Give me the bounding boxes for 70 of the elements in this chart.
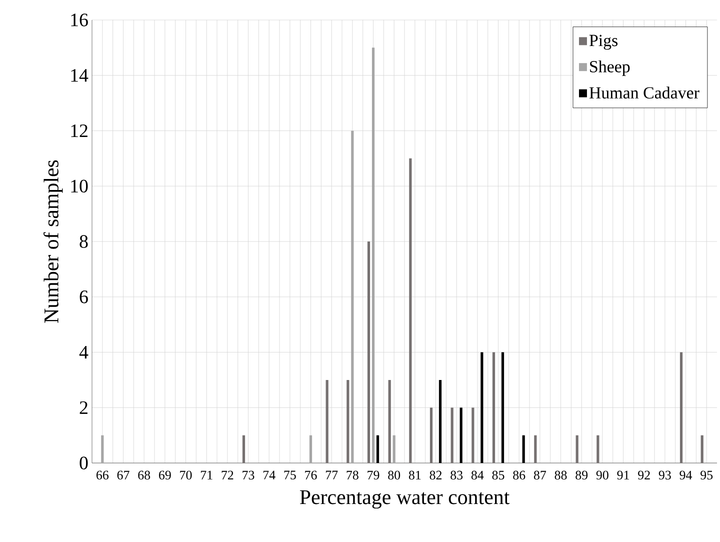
bar — [101, 435, 104, 463]
x-tick-label: 72 — [222, 470, 234, 480]
x-tick-label: 84 — [471, 470, 484, 480]
x-axis-title: Percentage water content — [300, 490, 510, 509]
x-tick-label: 71 — [200, 470, 212, 480]
y-tick-label: 10 — [71, 180, 88, 193]
bar — [309, 435, 312, 463]
y-tick-label: 12 — [71, 124, 88, 138]
bar — [430, 408, 433, 463]
x-tick-label: 70 — [180, 470, 192, 480]
bar — [460, 408, 462, 463]
x-tick-label: 78 — [346, 470, 358, 480]
x-tick-label: 82 — [430, 470, 442, 480]
bar — [438, 380, 442, 463]
y-tick-label: 16 — [71, 14, 88, 26]
bar — [367, 241, 370, 463]
bar — [376, 435, 380, 463]
bar — [450, 408, 454, 463]
bar — [388, 380, 391, 463]
x-tick-label: 75 — [284, 470, 296, 480]
bar — [576, 435, 578, 463]
x-tick-label: 89 — [576, 470, 588, 480]
x-tick-label: 73 — [242, 470, 254, 480]
bar — [522, 435, 525, 463]
bar — [326, 380, 328, 463]
bar — [392, 435, 396, 463]
bar — [534, 435, 537, 463]
x-tick-label: 77 — [326, 470, 338, 480]
legend-label: Human Cadaver — [589, 86, 700, 99]
x-tick-label: 88 — [554, 470, 567, 480]
y-tick-label: 6 — [80, 290, 88, 304]
bar — [351, 130, 354, 463]
x-tick-label: 91 — [617, 470, 629, 480]
bar — [480, 352, 484, 463]
x-tick-label: 76 — [305, 470, 317, 480]
x-tick-label: 86 — [513, 470, 526, 480]
y-tick-label: 8 — [80, 235, 88, 248]
y-tick-label: 4 — [79, 346, 88, 358]
x-tick-label: 87 — [534, 470, 546, 480]
bar — [492, 352, 496, 463]
x-tick-label: 92 — [638, 470, 650, 480]
bar — [409, 158, 412, 463]
legend-label: Pigs — [589, 34, 618, 50]
bar — [680, 352, 683, 463]
bar — [700, 435, 704, 463]
x-tick-label: 67 — [117, 470, 130, 480]
x-tick-label: 90 — [596, 470, 608, 480]
x-tick-label: 81 — [408, 470, 421, 480]
x-tick-label: 80 — [388, 470, 400, 480]
x-tick-label: 68 — [138, 470, 150, 480]
bar — [501, 352, 504, 463]
bar — [346, 380, 350, 463]
x-tick-label: 85 — [492, 470, 504, 480]
x-tick-label: 95 — [700, 470, 713, 480]
y-axis-title: Number of samples — [44, 160, 63, 323]
y-tick-label: 2 — [80, 401, 88, 414]
bar — [596, 435, 600, 463]
y-tick-label: 0 — [80, 456, 88, 470]
x-tick-label: 93 — [658, 470, 671, 480]
bar — [472, 408, 474, 463]
x-tick-label: 83 — [450, 470, 463, 480]
y-tick-label: 14 — [71, 69, 88, 82]
x-tick-label: 94 — [680, 470, 692, 480]
x-tick-label: 74 — [263, 470, 276, 480]
x-tick-label: 69 — [159, 470, 171, 480]
x-tick-label: 79 — [368, 470, 380, 480]
bar — [372, 48, 375, 463]
legend-label: Sheep — [590, 60, 630, 76]
bar — [242, 435, 246, 463]
x-tick-label: 66 — [96, 470, 109, 480]
